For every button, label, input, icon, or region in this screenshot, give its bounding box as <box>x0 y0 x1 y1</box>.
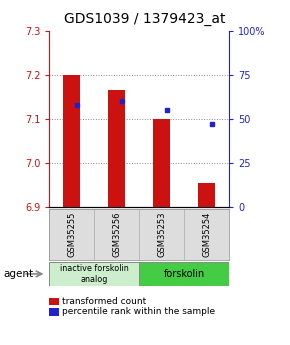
Text: GSM35253: GSM35253 <box>157 212 166 257</box>
Bar <box>63 75 80 207</box>
Text: GSM35255: GSM35255 <box>67 212 76 257</box>
Bar <box>139 262 229 286</box>
Bar <box>198 183 215 207</box>
Text: transformed count: transformed count <box>62 297 147 306</box>
Text: agent: agent <box>3 269 33 279</box>
Bar <box>49 262 139 286</box>
Text: GSM35256: GSM35256 <box>112 212 121 257</box>
Text: percentile rank within the sample: percentile rank within the sample <box>62 307 215 316</box>
Text: GDS1039 / 1379423_at: GDS1039 / 1379423_at <box>64 12 226 26</box>
Bar <box>108 90 125 207</box>
Text: GSM35254: GSM35254 <box>202 212 211 257</box>
Text: inactive forskolin
analog: inactive forskolin analog <box>60 264 129 284</box>
Bar <box>153 119 170 207</box>
Text: forskolin: forskolin <box>164 269 205 279</box>
